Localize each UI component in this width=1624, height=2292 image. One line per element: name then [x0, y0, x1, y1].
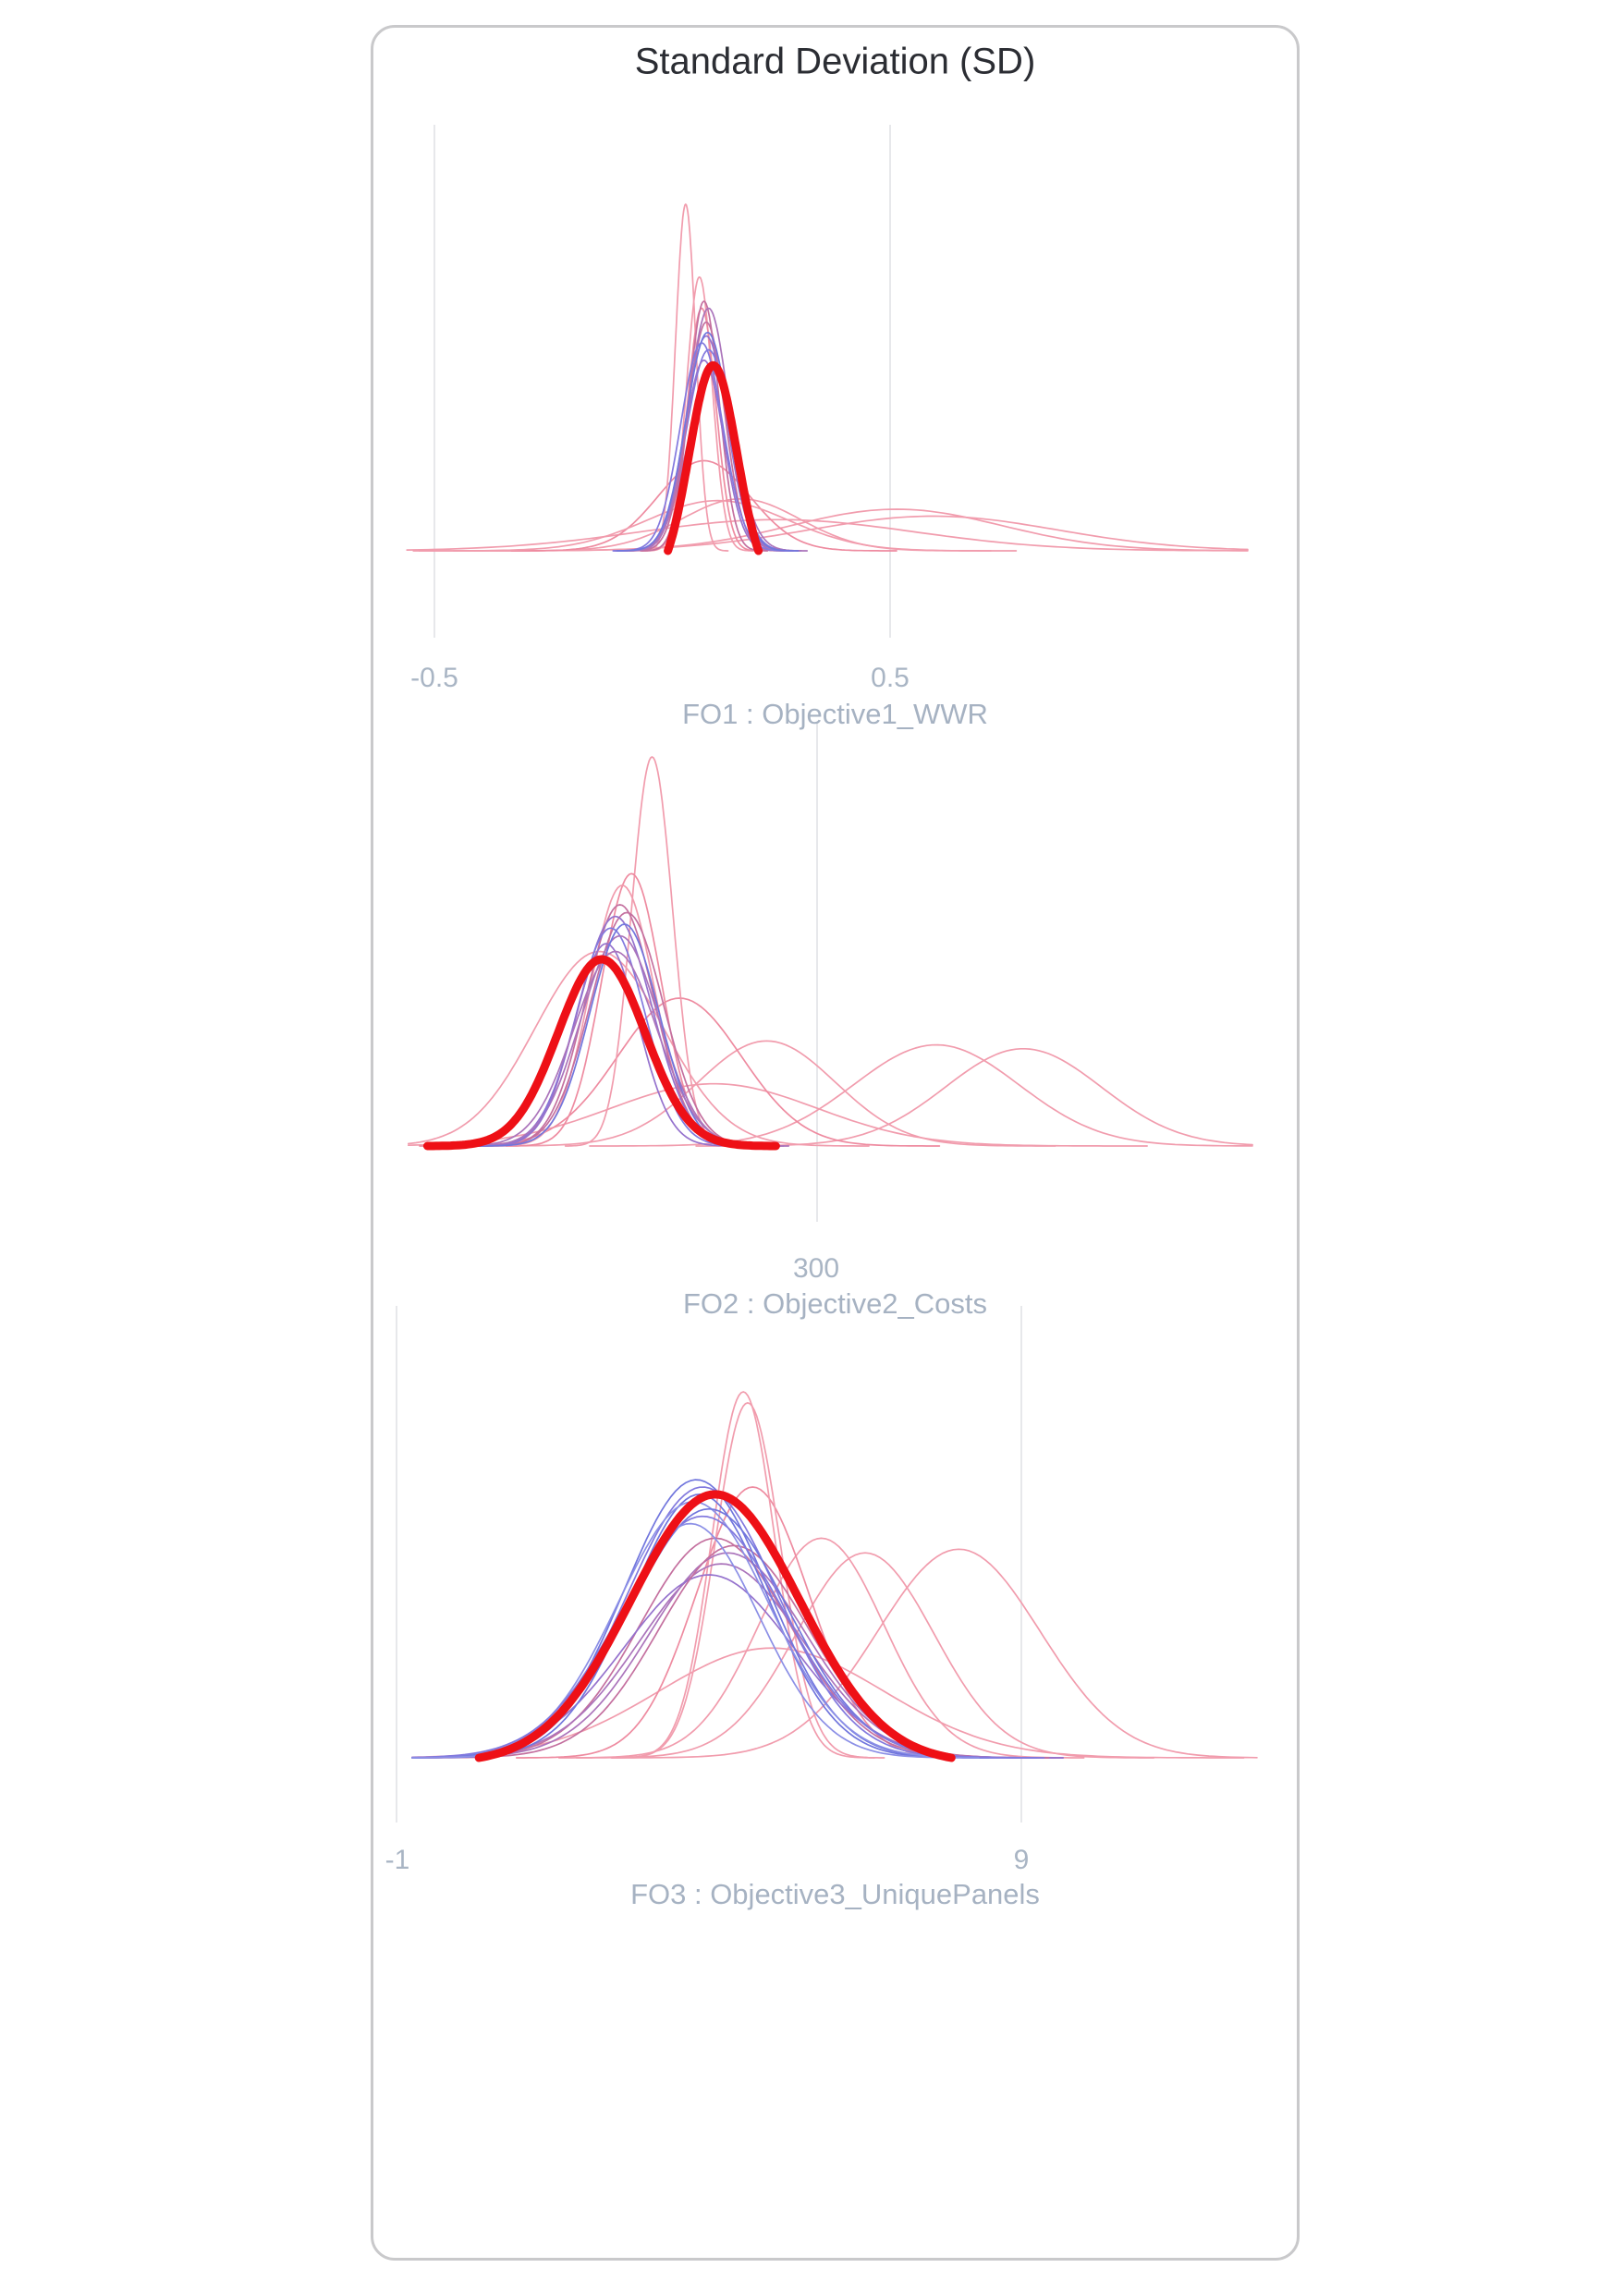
density-curve	[411, 1501, 1009, 1759]
density-curve	[695, 1047, 1253, 1147]
density-curve	[589, 1043, 1253, 1147]
density-curve	[418, 499, 1018, 552]
density-curve	[575, 1552, 1155, 1759]
density-curve	[510, 459, 897, 552]
density-curve	[616, 331, 800, 552]
density-curve	[470, 943, 742, 1147]
curves-svg	[396, 125, 1258, 1823]
density-curve	[640, 300, 769, 552]
density-curve	[418, 1544, 1050, 1759]
tick-label-plot3-1: 9	[1013, 1845, 1030, 1875]
density-curve	[623, 307, 795, 552]
axis-title-fo3: FO3 : Objective3_UniquePanels	[630, 1878, 1040, 1910]
density-curve	[411, 1537, 1032, 1759]
density-curve	[411, 1574, 1065, 1759]
density-curve	[610, 1402, 885, 1759]
density-curve	[411, 1479, 999, 1759]
density-curve	[406, 518, 1249, 552]
highlight-density-curve	[422, 955, 780, 1151]
density-curve	[411, 1493, 990, 1759]
axis-title-fo2: FO2 : Objective2_Costs	[682, 1287, 988, 1320]
density-curve	[411, 1507, 1038, 1759]
highlight-density-curve	[474, 1490, 956, 1762]
density-curve	[564, 756, 740, 1147]
panel-title: Standard Deviation (SD)	[634, 41, 1036, 82]
density-curve	[557, 1537, 1085, 1759]
tick-label-plot2-0: 300	[792, 1253, 840, 1284]
tick-label-plot1-0: -0.5	[410, 663, 458, 693]
density-curve	[411, 1486, 1019, 1759]
sd-panel: Standard Deviation (SD) FO1 : Objective1…	[371, 25, 1300, 2261]
density-curve	[411, 1563, 1064, 1759]
highlight-density-curve	[664, 360, 763, 555]
density-curve	[407, 950, 870, 1147]
density-curve	[477, 1040, 1056, 1147]
tick-label-plot3-0: -1	[385, 1845, 410, 1875]
density-curve	[617, 1548, 1258, 1759]
density-curve	[465, 927, 756, 1147]
density-curve	[455, 934, 785, 1147]
tick-label-plot1-1: 0.5	[871, 663, 910, 693]
density-curve	[489, 497, 992, 552]
axis-title-fo1: FO1 : Objective1_WWR	[682, 698, 988, 730]
density-curve	[628, 321, 785, 552]
